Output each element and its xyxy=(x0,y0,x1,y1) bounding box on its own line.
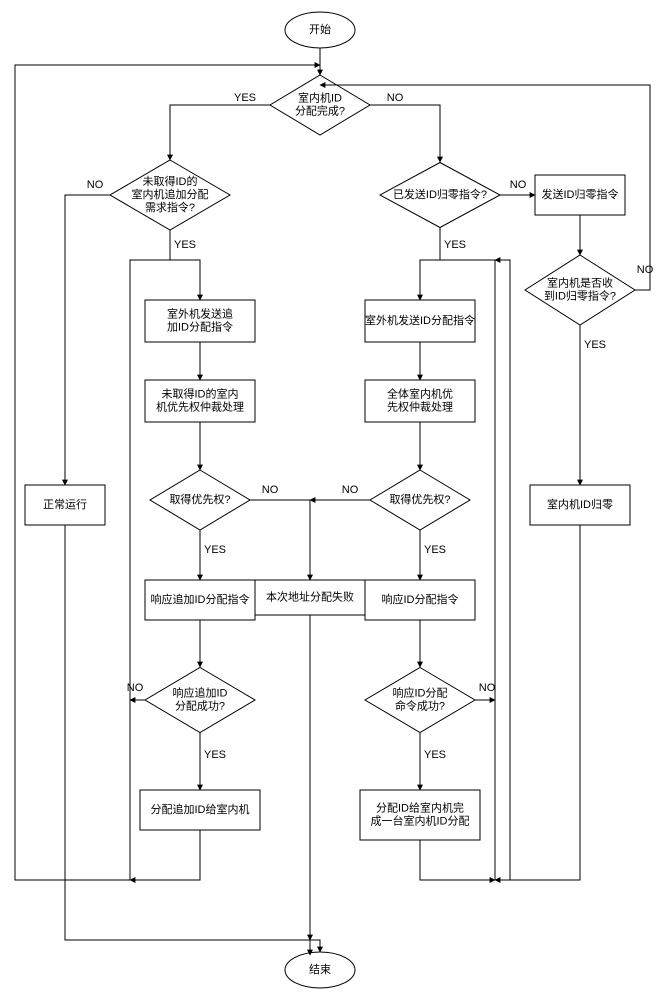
d_recv_reset-label: 室内机是否收 xyxy=(547,275,613,289)
p_resp_add-label: 响应追加ID分配指令 xyxy=(151,592,250,606)
d_add_req-label: 未取得ID的 xyxy=(143,174,198,188)
edge-label: NO xyxy=(127,682,144,694)
edge-label: NO xyxy=(87,179,104,191)
edge-label: NO xyxy=(262,484,279,496)
e-rail-out-alloc xyxy=(420,260,495,300)
d_resp_left-label: 分配成功? xyxy=(175,699,225,712)
edge-label: YES xyxy=(444,239,466,251)
p_no_id_prio-label: 未取得ID的室内 xyxy=(162,386,239,400)
edge-label: NO xyxy=(510,179,527,191)
flowchart: 开始结束 室内机ID分配完成? 未取得ID的室内机追加分配需求指令? 已发送ID归零指… xyxy=(0,0,667,1000)
p_reset_id-label: 室内机ID归零 xyxy=(547,497,613,511)
d_resp_right-label: 命令成功? xyxy=(395,698,445,712)
p_resp_alloc-label: 响应ID分配指令 xyxy=(382,592,459,606)
p_send_reset-label: 发送ID归零指令 xyxy=(542,187,619,201)
p_no_id_prio-label: 机优先权仲裁处理 xyxy=(156,399,244,413)
d_resp_left-label: 响应追加ID xyxy=(173,685,228,699)
edge-label: YES xyxy=(204,544,226,556)
e-rightrail-loop xyxy=(495,260,510,880)
d_alloc_done-label: 分配完成? xyxy=(295,103,345,117)
d_prio_right-label: 取得优先权? xyxy=(389,493,450,506)
p_assign_one-label: 分配ID给室内机完 xyxy=(376,800,464,814)
p_out_add-label: 加ID分配指令 xyxy=(167,319,233,333)
p_assign_add-label: 分配追加ID给室内机 xyxy=(151,802,250,816)
end-terminal-label: 结束 xyxy=(309,963,331,976)
edge-label: YES xyxy=(174,239,196,251)
e-rail-out-add xyxy=(130,260,200,300)
p_out_alloc-label: 室外机发送ID分配指令 xyxy=(365,313,475,327)
e-assignadd-rail xyxy=(130,830,200,880)
p_normal-label: 正常运行 xyxy=(43,498,87,511)
edge-label: YES xyxy=(234,92,256,104)
edge-label: NO xyxy=(342,484,359,496)
edge-label: NO xyxy=(387,92,404,104)
e-d1-no xyxy=(370,105,440,162)
e-to-end xyxy=(310,940,320,952)
edge-label: YES xyxy=(424,544,446,556)
e-assignone-rail xyxy=(420,840,495,880)
p_all_prio-label: 全体室内机优 xyxy=(387,386,453,400)
d_reset_sent-label: 已发送ID归零指令? xyxy=(393,187,487,201)
e-prioL-no xyxy=(250,500,310,580)
p_all_prio-label: 先权仲裁处理 xyxy=(387,399,453,413)
p_assign_one-label: 成一台室内机ID分配 xyxy=(371,813,470,827)
d_resp_right-label: 响应ID分配 xyxy=(393,685,448,699)
edge-label: NO xyxy=(479,682,496,694)
edge-label: YES xyxy=(584,339,606,351)
p_fail-label: 本次地址分配失败 xyxy=(266,589,354,603)
p_out_add-label: 室外机发送追 xyxy=(167,306,233,320)
start-terminal-label: 开始 xyxy=(309,22,331,36)
d_alloc_done-label: 室内机ID xyxy=(298,90,342,104)
e-d2-no xyxy=(65,195,110,485)
edge-label: YES xyxy=(204,749,226,761)
d_recv_reset-label: 到ID归零指令? xyxy=(544,288,616,302)
d_prio_left-label: 取得优先权? xyxy=(169,493,230,506)
d_add_req-label: 需求指令? xyxy=(145,200,195,214)
e-reset-rail xyxy=(495,525,580,880)
edge-label: YES xyxy=(424,749,446,761)
e-d1-yes xyxy=(170,105,270,160)
d_add_req-label: 室内机追加分配 xyxy=(132,187,209,201)
edge-label: NO xyxy=(637,264,654,276)
